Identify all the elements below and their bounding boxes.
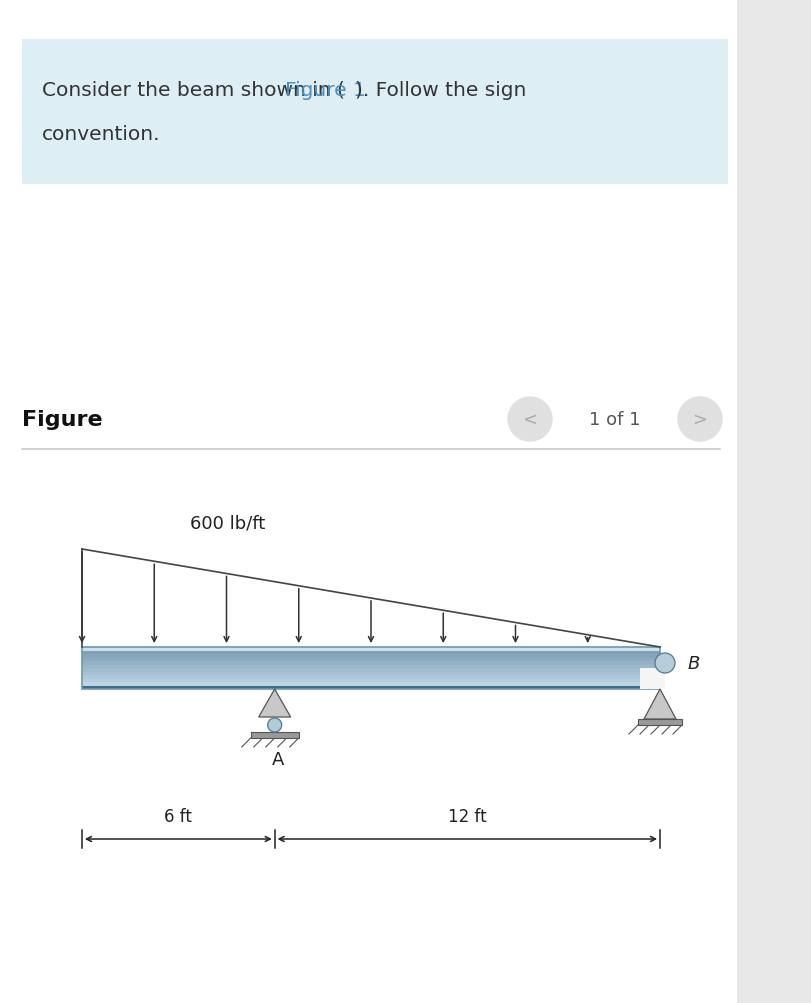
- Circle shape: [508, 397, 551, 441]
- Text: 600 lb/ft: 600 lb/ft: [190, 514, 265, 532]
- Bar: [82, 679, 659, 682]
- Bar: [82, 665, 659, 668]
- Text: >: >: [692, 410, 706, 428]
- Text: 6 ft: 6 ft: [164, 807, 192, 825]
- Bar: [82, 647, 659, 689]
- Text: A: A: [271, 750, 284, 768]
- Bar: [82, 672, 659, 675]
- Text: <: <: [521, 410, 537, 428]
- Bar: [82, 661, 659, 665]
- Bar: [82, 668, 659, 672]
- Circle shape: [677, 397, 721, 441]
- Bar: [637, 719, 681, 725]
- Bar: [82, 654, 659, 658]
- Bar: [82, 686, 659, 689]
- Bar: [22, 40, 727, 185]
- Bar: [82, 682, 659, 686]
- Bar: [82, 686, 659, 689]
- Text: 1 of 1: 1 of 1: [589, 410, 640, 428]
- Bar: [639, 668, 664, 689]
- Text: 12 ft: 12 ft: [448, 807, 486, 825]
- Bar: [82, 658, 659, 661]
- Bar: [82, 675, 659, 679]
- Bar: [736, 0, 811, 1003]
- Polygon shape: [259, 689, 290, 717]
- Bar: [82, 647, 659, 651]
- Circle shape: [654, 653, 674, 673]
- Bar: [82, 651, 659, 654]
- Text: Consider the beam shown in (: Consider the beam shown in (: [42, 80, 345, 99]
- Text: Figure: Figure: [22, 409, 102, 429]
- Polygon shape: [643, 689, 676, 719]
- Bar: [251, 732, 298, 738]
- Bar: [82, 647, 659, 651]
- Text: ). Follow the sign: ). Follow the sign: [354, 80, 526, 99]
- Text: Figure 1: Figure 1: [285, 80, 366, 99]
- Text: convention.: convention.: [42, 125, 161, 144]
- Text: B: B: [687, 654, 700, 672]
- Circle shape: [268, 718, 281, 732]
